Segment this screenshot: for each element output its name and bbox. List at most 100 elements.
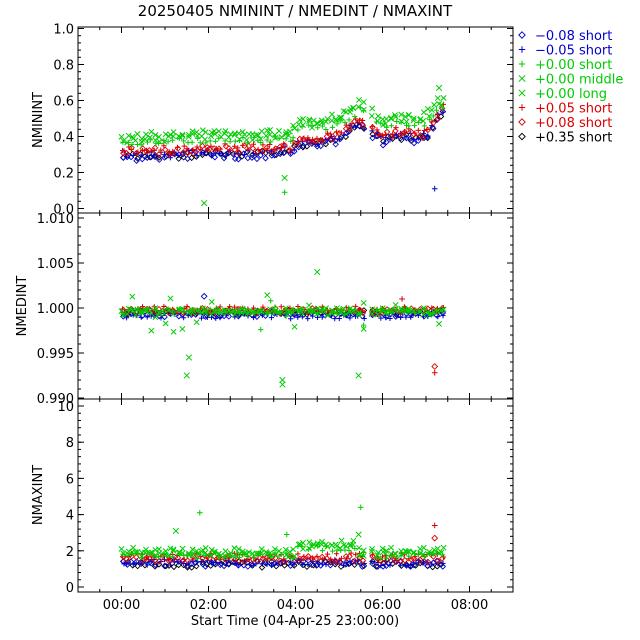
data-point — [216, 135, 222, 141]
data-point — [323, 555, 331, 562]
data-point — [161, 562, 168, 570]
data-point — [161, 307, 167, 313]
data-point — [227, 550, 234, 557]
data-point — [420, 544, 427, 551]
data-point — [398, 118, 405, 125]
data-point — [402, 548, 409, 554]
data-point — [236, 136, 243, 143]
data-point — [440, 313, 446, 319]
data-point — [290, 306, 296, 312]
data-point — [217, 315, 223, 321]
data-point — [202, 309, 209, 316]
data-point — [271, 546, 278, 552]
data-point — [310, 307, 317, 314]
y-ticks: 0.0 0.2 0.4 0.6 0.8 1.0 — [53, 23, 513, 218]
data-point — [347, 558, 353, 564]
data-point — [198, 150, 205, 156]
data-point — [301, 554, 307, 560]
data-point — [129, 141, 135, 147]
data-point — [235, 145, 241, 151]
data-point — [369, 124, 375, 130]
data-point — [218, 309, 224, 316]
data-point — [360, 547, 367, 554]
data-point — [202, 550, 208, 557]
data-point — [360, 299, 367, 306]
data-point — [440, 306, 447, 313]
outlier-point — [279, 376, 286, 384]
y-axis-label: NMININT — [31, 92, 46, 148]
data-point — [169, 150, 177, 157]
legend-entry: +0.05 short — [535, 102, 612, 117]
data-point — [175, 152, 181, 159]
data-point — [148, 327, 155, 334]
data-point — [343, 311, 349, 318]
data-point — [158, 147, 164, 153]
data-point — [143, 147, 150, 153]
data-point — [374, 127, 380, 133]
data-point — [264, 561, 270, 567]
data-point — [350, 537, 357, 544]
data-point — [309, 124, 315, 131]
data-point — [383, 131, 389, 138]
data-point — [239, 305, 246, 312]
data-point — [329, 310, 335, 317]
data-point — [208, 143, 214, 149]
data-point — [232, 143, 238, 149]
data-point — [133, 157, 140, 164]
data-point — [437, 113, 445, 120]
data-point — [353, 116, 359, 122]
legend-symbol — [518, 89, 526, 97]
data-point — [181, 315, 187, 321]
data-point — [286, 128, 293, 135]
data-point — [390, 131, 396, 137]
data-point — [419, 134, 427, 142]
data-point — [352, 113, 358, 120]
data-point — [155, 309, 162, 316]
data-point — [319, 538, 326, 545]
legend-symbol — [518, 104, 526, 111]
data-point — [360, 325, 367, 332]
data-point — [232, 138, 238, 144]
data-point — [128, 146, 134, 153]
data-point — [138, 152, 144, 158]
data-point — [139, 155, 146, 163]
data-point — [392, 302, 399, 308]
data-point — [314, 135, 320, 142]
data-point — [306, 116, 313, 123]
data-point — [403, 562, 409, 568]
data-point — [424, 126, 430, 133]
data-point — [425, 133, 431, 139]
data-point — [188, 154, 195, 162]
data-point — [245, 146, 251, 152]
data-point — [359, 309, 367, 317]
data-point — [222, 548, 229, 555]
data-point — [281, 141, 287, 147]
outlier-point — [435, 84, 443, 92]
data-point — [202, 129, 209, 136]
data-point — [334, 121, 340, 127]
data-point — [202, 563, 209, 570]
legend-symbol — [518, 31, 526, 39]
data-point — [369, 552, 375, 558]
data-point — [285, 553, 292, 560]
data-point — [231, 545, 238, 552]
data-point — [235, 307, 242, 314]
data-point — [420, 134, 428, 142]
data-point — [355, 103, 362, 110]
data-point — [258, 128, 265, 135]
data-point — [306, 118, 313, 125]
data-point — [144, 139, 151, 145]
data-point — [338, 114, 345, 121]
y-tick-label: 0.990 — [37, 392, 74, 407]
data-point — [190, 149, 197, 157]
data-point — [199, 547, 206, 553]
data-point — [415, 127, 421, 133]
data-point — [170, 308, 176, 314]
data-point — [130, 307, 137, 314]
data-point — [405, 111, 412, 118]
data-point — [227, 304, 233, 310]
data-point — [250, 141, 257, 147]
legend: −0.08 short−0.05 short+0.00 short+0.00 m… — [518, 29, 623, 146]
data-point — [118, 308, 125, 315]
data-point — [359, 122, 367, 130]
